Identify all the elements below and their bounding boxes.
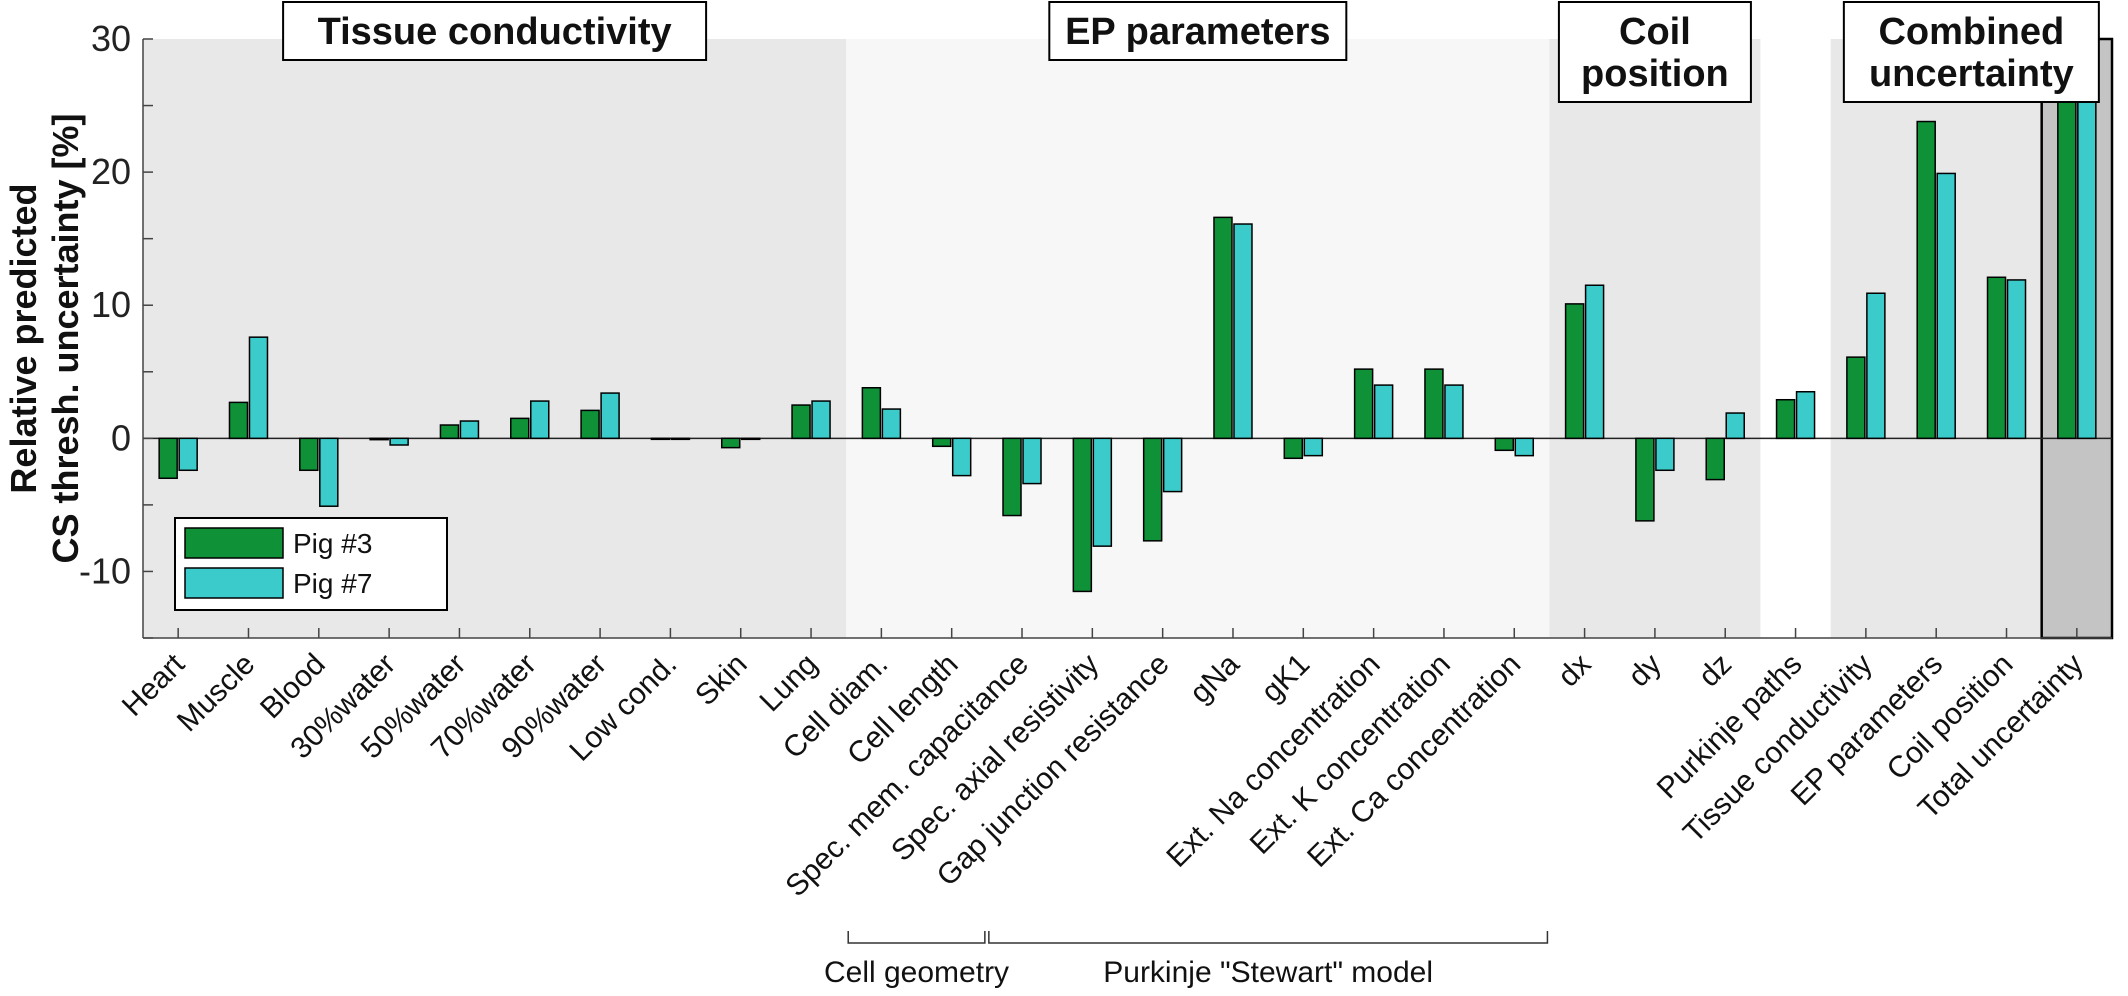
bar[interactable] [319,437,339,507]
bar[interactable] [1846,356,1866,440]
bar[interactable] [1635,437,1655,522]
y-axis-label: Relative predicted [3,183,44,493]
legend-label: Pig #7 [293,568,372,599]
bar[interactable] [1142,437,1163,542]
section-background [1549,39,1761,638]
section-title: Combined [1878,11,2064,53]
bar[interactable] [720,437,741,449]
bar[interactable] [1353,368,1374,440]
bar[interactable] [1494,437,1515,452]
bar[interactable] [2077,96,2097,440]
bar[interactable] [439,424,460,440]
bar[interactable] [1303,437,1324,457]
bar[interactable] [530,400,550,440]
bar[interactable] [881,408,902,440]
section-title: Coil [1619,11,1691,53]
bar[interactable] [811,400,831,440]
x-tick-label: dy [1622,648,1668,694]
bar[interactable] [1444,384,1464,440]
bar[interactable] [459,420,480,440]
bar[interactable] [299,437,319,472]
bar[interactable] [580,409,600,440]
section-title-box [1842,1,2100,103]
group-bracket [847,931,986,944]
bar[interactable] [1916,120,1936,440]
bar[interactable] [1373,384,1394,440]
bar[interactable] [1866,292,1886,440]
section-title-box [282,1,708,61]
bar[interactable] [951,437,972,477]
bar[interactable] [389,437,409,446]
bar[interactable] [1072,437,1093,593]
bar[interactable] [1514,437,1535,457]
x-tick-label: gNa [1184,647,1246,709]
bar[interactable] [228,401,249,440]
bar[interactable] [1705,437,1725,481]
bar[interactable] [1936,172,1956,440]
bar[interactable] [1655,437,1675,472]
section-title-box [1048,1,1348,61]
group-label: Purkinje "Stewart" model [1103,956,1433,989]
bar[interactable] [369,437,389,441]
bar[interactable] [1213,216,1233,440]
bar[interactable] [1162,437,1183,493]
legend-swatch [184,567,284,599]
bar[interactable] [178,437,198,472]
bar[interactable] [248,336,269,440]
bar[interactable] [1986,276,2007,440]
section-title: position [1581,53,1729,95]
bar[interactable] [861,387,882,440]
x-tick-label: dx [1552,648,1598,694]
bar[interactable] [931,437,952,448]
y-tick-label: 0 [111,417,131,458]
y-axis-label: CS thresh. uncertainty [%] [45,113,86,563]
bar[interactable] [650,437,671,441]
section-background [846,39,1550,638]
bar[interactable] [670,437,691,441]
highlight-background [2040,37,2114,640]
bar[interactable] [1775,398,1796,440]
bar[interactable] [600,392,620,440]
group-bracket [988,931,1549,944]
bar[interactable] [1564,303,1585,440]
y-tick-label: 10 [91,284,131,325]
x-tick-label: Muscle [171,648,262,739]
bar[interactable] [1233,223,1253,440]
x-tick-label: gK1 [1255,648,1316,709]
bar[interactable] [1795,390,1816,440]
bar[interactable] [1725,412,1745,440]
section-title: Tissue conductivity [318,11,672,53]
bar[interactable] [1283,437,1304,460]
bar[interactable] [510,417,530,440]
section-title: EP parameters [1065,11,1330,53]
y-tick-label: -10 [79,550,131,591]
section-title-box [1557,1,1752,103]
section-title: uncertainty [1869,53,2074,95]
bar[interactable] [1584,284,1605,440]
bar[interactable] [1022,437,1042,485]
x-tick-label: dz [1692,648,1738,694]
group-label: Cell geometry [824,956,1009,989]
bar[interactable] [1092,437,1113,547]
y-tick-label: 20 [91,151,131,192]
bar[interactable] [158,437,178,480]
y-tick-label: 30 [91,18,131,59]
x-tick-label: Skin [689,648,754,713]
legend-label: Pig #3 [293,528,372,559]
legend-swatch [184,527,284,559]
bar[interactable] [1002,437,1022,517]
bar[interactable] [1424,368,1444,440]
bar[interactable] [2006,279,2027,440]
bar[interactable] [2057,72,2077,440]
bar[interactable] [791,404,811,440]
bar[interactable] [740,437,761,441]
